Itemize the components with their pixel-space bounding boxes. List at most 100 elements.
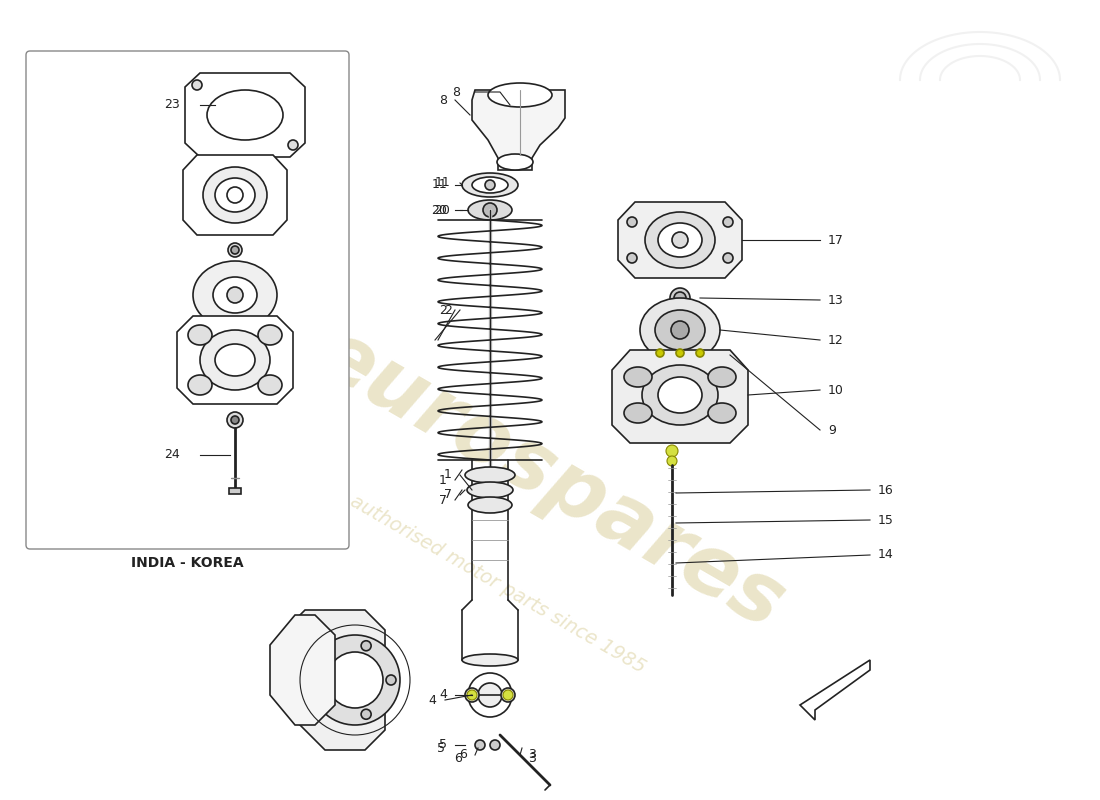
Ellipse shape (658, 223, 702, 257)
Text: 5: 5 (437, 742, 446, 754)
Ellipse shape (204, 167, 267, 223)
Ellipse shape (188, 325, 212, 345)
Text: 2: 2 (444, 303, 452, 317)
Text: 2: 2 (439, 303, 447, 317)
Circle shape (361, 710, 371, 719)
Bar (229, 488, 241, 494)
Ellipse shape (207, 90, 283, 140)
Ellipse shape (708, 367, 736, 387)
Ellipse shape (468, 200, 512, 220)
Circle shape (670, 288, 690, 308)
Polygon shape (800, 660, 870, 720)
Text: 20: 20 (434, 203, 450, 217)
Ellipse shape (468, 497, 512, 513)
Circle shape (227, 287, 243, 303)
Ellipse shape (468, 482, 513, 498)
Text: 24: 24 (164, 449, 180, 462)
Circle shape (671, 321, 689, 339)
Ellipse shape (708, 403, 736, 423)
Circle shape (468, 673, 512, 717)
Text: 7: 7 (444, 489, 452, 502)
Polygon shape (177, 316, 293, 404)
Text: a authorised motor parts since 1985: a authorised motor parts since 1985 (331, 482, 649, 678)
Circle shape (672, 232, 688, 248)
Ellipse shape (200, 330, 270, 390)
Ellipse shape (258, 325, 282, 345)
Circle shape (627, 217, 637, 227)
Text: 6: 6 (459, 749, 468, 762)
Text: 10: 10 (828, 383, 844, 397)
Circle shape (468, 690, 477, 700)
Text: 15: 15 (878, 514, 894, 526)
Text: eurospares: eurospares (301, 313, 799, 647)
Ellipse shape (645, 212, 715, 268)
Ellipse shape (624, 403, 652, 423)
Text: 14: 14 (878, 549, 893, 562)
Circle shape (478, 683, 502, 707)
Circle shape (227, 412, 243, 428)
Ellipse shape (214, 178, 255, 212)
Circle shape (321, 696, 331, 706)
Polygon shape (618, 202, 742, 278)
Ellipse shape (192, 261, 277, 329)
Text: 4: 4 (439, 689, 447, 702)
Circle shape (723, 253, 733, 263)
Circle shape (228, 243, 242, 257)
Ellipse shape (258, 375, 282, 395)
Ellipse shape (462, 654, 518, 666)
Circle shape (483, 203, 497, 217)
Polygon shape (183, 155, 287, 235)
Text: 16: 16 (878, 483, 893, 497)
Text: 5: 5 (439, 738, 447, 751)
Text: 17: 17 (828, 234, 844, 246)
Circle shape (723, 217, 733, 227)
Text: 4: 4 (428, 694, 436, 706)
Ellipse shape (624, 367, 652, 387)
Polygon shape (270, 615, 336, 725)
Text: 23: 23 (164, 98, 180, 111)
Circle shape (465, 688, 478, 702)
Ellipse shape (188, 375, 212, 395)
Ellipse shape (213, 277, 257, 313)
Text: 8: 8 (452, 86, 460, 98)
Circle shape (327, 652, 383, 708)
Circle shape (676, 349, 684, 357)
Text: 3: 3 (528, 751, 536, 765)
Circle shape (490, 740, 500, 750)
Ellipse shape (488, 83, 552, 107)
Ellipse shape (214, 344, 255, 376)
Text: 13: 13 (828, 294, 844, 306)
Circle shape (500, 688, 515, 702)
Circle shape (310, 635, 400, 725)
Circle shape (231, 246, 239, 254)
Circle shape (667, 456, 676, 466)
Text: 6: 6 (454, 751, 462, 765)
Text: 8: 8 (439, 94, 447, 106)
Text: INDIA - KOREA: INDIA - KOREA (131, 556, 244, 570)
Circle shape (227, 187, 243, 203)
Circle shape (321, 654, 331, 664)
Ellipse shape (465, 467, 515, 483)
Ellipse shape (658, 377, 702, 413)
Circle shape (386, 675, 396, 685)
Polygon shape (275, 610, 385, 750)
Ellipse shape (654, 310, 705, 350)
Circle shape (656, 349, 664, 357)
Circle shape (192, 80, 202, 90)
Circle shape (231, 416, 239, 424)
Ellipse shape (497, 154, 534, 170)
Polygon shape (612, 350, 748, 443)
Text: 7: 7 (439, 494, 447, 506)
FancyBboxPatch shape (26, 51, 349, 549)
Text: 20: 20 (431, 203, 447, 217)
Polygon shape (185, 73, 305, 157)
Circle shape (475, 740, 485, 750)
Text: 11: 11 (434, 177, 450, 190)
Text: 12: 12 (828, 334, 844, 346)
Circle shape (696, 349, 704, 357)
Circle shape (485, 180, 495, 190)
Circle shape (666, 445, 678, 457)
Ellipse shape (640, 298, 720, 362)
Text: 9: 9 (828, 423, 836, 437)
Ellipse shape (642, 365, 718, 425)
